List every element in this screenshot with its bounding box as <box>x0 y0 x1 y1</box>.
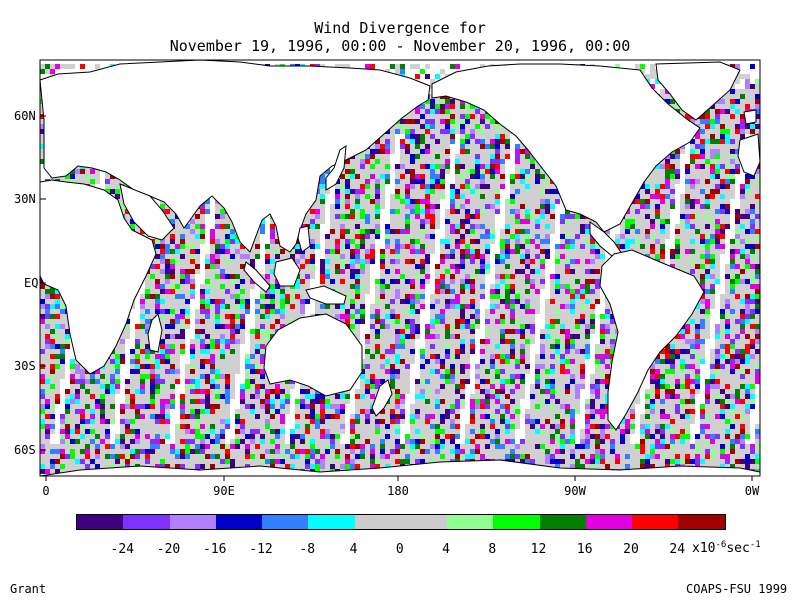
land-greenland <box>655 61 741 121</box>
legend-units: x10-6sec-1 <box>692 540 761 556</box>
lon-label-90e: 90E <box>213 484 235 498</box>
legend-swatch <box>77 515 124 529</box>
legend-tick-label: -8 <box>299 542 316 557</box>
legend-swatch <box>539 515 586 529</box>
lat-label-30n: 30N <box>14 192 36 206</box>
legend-tick-label: -20 <box>156 542 181 557</box>
land-europe-west <box>737 133 761 177</box>
lat-label-eq: EQ <box>24 276 39 290</box>
land-eurasia <box>39 59 431 253</box>
lon-label-0w: 0W <box>744 484 760 498</box>
color-legend <box>76 514 726 530</box>
legend-tick-label: -24 <box>110 542 134 557</box>
chart-title-line1: Wind Divergence for <box>314 19 486 37</box>
land-iceland <box>743 109 757 125</box>
land-sumatra <box>243 261 271 293</box>
legend-tick-label: 16 <box>576 542 593 557</box>
legend-tick-label: 24 <box>669 542 686 557</box>
legend-tick-label: 4 <box>349 542 358 557</box>
units-exponent-1: -6 <box>715 540 727 550</box>
lat-label-30s: 30S <box>14 359 36 373</box>
map-frame <box>39 59 761 477</box>
units-exponent-2: -1 <box>749 540 761 550</box>
footer-author: Grant <box>10 582 47 596</box>
legend-swatch <box>169 515 216 529</box>
footer-credit: COAPS-FSU 1999 <box>686 582 788 596</box>
legend-swatch <box>262 515 309 529</box>
land-antarctica <box>39 459 761 477</box>
land-borneo <box>273 257 301 287</box>
lon-label-180: 180 <box>387 484 409 498</box>
land-australia <box>263 313 363 397</box>
land-new-guinea <box>305 285 347 305</box>
land-masses <box>39 59 761 477</box>
legend-swatch <box>354 515 401 529</box>
land-madagascar <box>147 313 163 353</box>
land-africa <box>39 179 157 375</box>
legend-swatch <box>493 515 540 529</box>
chart-title-line2: November 19, 1996, 00:00 - November 20, … <box>169 37 631 55</box>
legend-tick-label: -12 <box>249 542 273 557</box>
units-prefix: x10 <box>692 541 716 556</box>
lat-label-60n: 60N <box>14 109 36 123</box>
land-north-america <box>431 63 701 233</box>
legend-swatch <box>632 515 679 529</box>
legend-swatch <box>585 515 632 529</box>
lat-label-60s: 60S <box>14 443 36 457</box>
legend-tick-label: 0 <box>395 542 404 557</box>
legend-swatch <box>308 515 355 529</box>
legend-swatch <box>400 515 447 529</box>
lon-label-90w: 90W <box>564 484 586 498</box>
land-philippines <box>297 225 311 253</box>
legend-swatch <box>678 515 725 529</box>
legend-swatch <box>447 515 494 529</box>
legend-swatch <box>123 515 170 529</box>
land-japan <box>325 145 347 191</box>
land-south-america <box>599 249 705 431</box>
land-arabia <box>119 183 175 241</box>
legend-tick-label: 8 <box>488 542 497 557</box>
legend-tick-label: -16 <box>203 542 227 557</box>
legend-tick-label: 12 <box>530 542 547 557</box>
units-mid: sec <box>726 541 750 556</box>
lon-label-0: 0 <box>42 484 50 498</box>
lon-ticks <box>45 476 753 481</box>
legend-tick-label: 4 <box>442 542 450 557</box>
lat-ticks <box>40 115 46 451</box>
land-new-zealand <box>371 379 393 417</box>
legend-tick-label: 20 <box>623 542 639 557</box>
legend-swatch <box>215 515 262 529</box>
